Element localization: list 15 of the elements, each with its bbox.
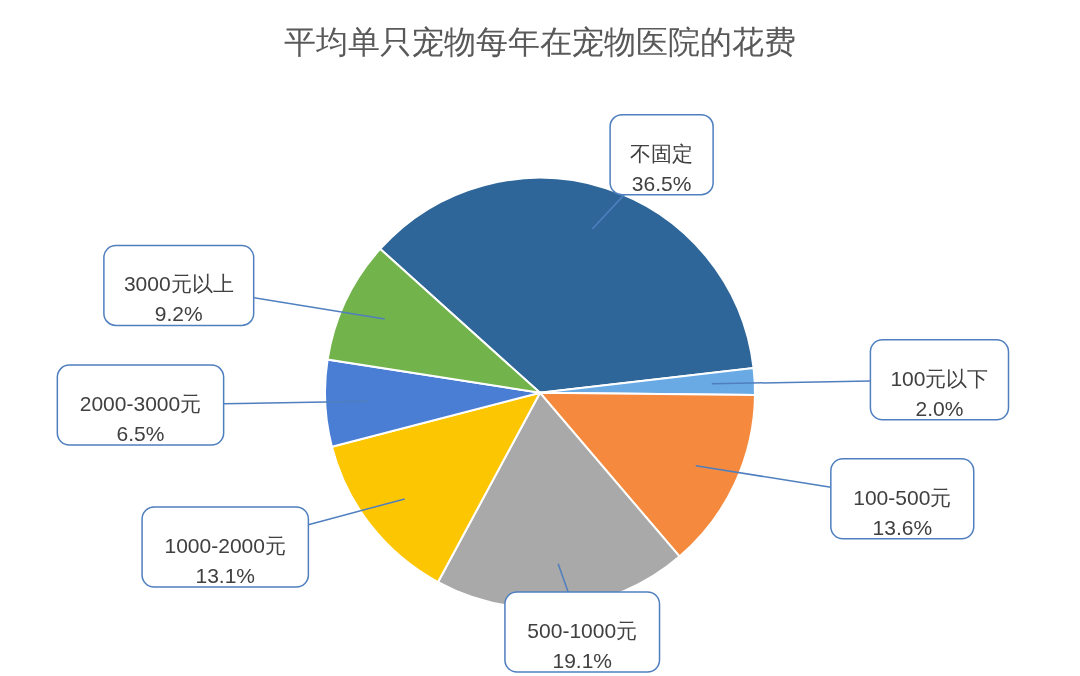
data-label: 36.5% (631, 171, 692, 195)
data-label: 13.1% (195, 564, 255, 588)
data-label: 13.6% (872, 515, 933, 539)
slice-label: 3000元以上 (123, 272, 234, 296)
data-label: 6.5% (116, 422, 165, 446)
slice-label: 不固定 (630, 141, 694, 165)
slice-label: 100元以下 (890, 366, 989, 390)
data-label: 19.1% (552, 649, 612, 672)
data-label: 9.2% (154, 302, 203, 326)
slice-label: 2000-3000元 (79, 392, 202, 416)
chart-title: 平均单只宠物每年在宠物医院的花费 (284, 23, 796, 61)
data-label: 2.0% (915, 396, 964, 420)
slice-label: 500-1000元 (527, 619, 638, 642)
slice-label: 100-500元 (853, 485, 952, 509)
slice-label: 1000-2000元 (164, 534, 286, 558)
